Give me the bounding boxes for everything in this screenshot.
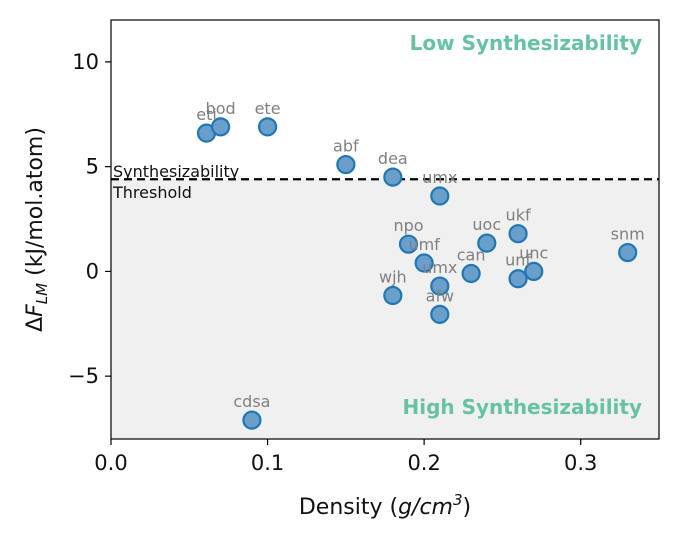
y-tick-label: 10 — [72, 50, 99, 74]
data-point-uoc — [477, 233, 497, 253]
y-tick-label: −5 — [68, 364, 99, 388]
y-tick-label: 5 — [86, 155, 99, 179]
data-point-label: eti — [196, 105, 217, 124]
data-point-label: umx — [422, 168, 457, 187]
data-point-label: cdsa — [233, 392, 270, 411]
x-axis-label: Density (g/cm3) — [299, 491, 471, 520]
y-axis-label: ΔFLM (kJ/mol.atom) — [23, 127, 51, 332]
data-point-ete — [257, 117, 278, 137]
y-axis-label-symbol: F — [23, 304, 48, 317]
data-point-label: snm — [611, 225, 645, 244]
x-tick-label: 0.1 — [251, 451, 284, 475]
data-point-label: npo — [393, 216, 423, 235]
region-top-label: Low Synthesizability — [410, 31, 642, 55]
data-point-unf — [508, 269, 528, 289]
threshold-label-line2: Threshold — [112, 183, 192, 202]
data-point-wjh — [383, 285, 403, 306]
data-point-label: can — [457, 245, 486, 264]
data-point-label: dea — [378, 149, 408, 168]
x-tick-label: 0.2 — [407, 451, 440, 475]
data-point-label: unc — [519, 243, 548, 262]
y-axis-label-units: (kJ/mol.atom) — [23, 127, 48, 283]
data-point-umx — [430, 276, 450, 296]
y-axis-label-delta: Δ — [23, 317, 48, 332]
data-point-ukf — [508, 224, 528, 244]
data-point-abf — [336, 154, 356, 175]
x-axis-label-unit: g/cm — [398, 495, 453, 520]
data-point-unc — [524, 261, 544, 281]
data-point-snm — [618, 242, 638, 263]
data-point-label: umf — [408, 235, 440, 254]
data-point-umx — [430, 186, 450, 206]
y-tick-label: 0 — [86, 259, 99, 283]
data-point-dea — [383, 167, 403, 187]
x-tick-label: 0.0 — [94, 451, 127, 475]
data-point-label: bod — [206, 99, 236, 118]
data-point-afw — [430, 304, 450, 324]
data-point-label: ukf — [506, 206, 531, 225]
data-point-bod — [211, 117, 231, 137]
data-point-can — [461, 263, 481, 284]
x-axis-label-main: Density ( — [299, 495, 398, 520]
data-point-label: unf — [505, 251, 531, 270]
region-bottom-label: High Synthesizability — [402, 395, 642, 419]
data-point-label: umx — [422, 258, 457, 277]
x-axis-label-exponent: 3 — [453, 491, 463, 509]
threshold-label-line1: Synthesizability — [113, 162, 239, 181]
data-point-label: wjh — [379, 267, 407, 286]
data-point-umf — [414, 253, 434, 273]
data-point-label: afw — [426, 286, 454, 305]
data-point-npo — [398, 234, 419, 254]
data-point-label: uoc — [472, 215, 501, 234]
data-point-label: abf — [333, 137, 359, 156]
x-axis-label-close: ) — [463, 495, 472, 520]
high-synthesizability-region — [111, 179, 659, 439]
plot-frame — [110, 19, 660, 440]
data-point-label: ete — [255, 99, 281, 118]
x-tick-label: 0.3 — [564, 451, 597, 475]
axis-ticks: 0.0 0.1 0.2 0.3 10 5 0 −5 — [68, 50, 597, 475]
data-point-cdsa — [242, 410, 262, 430]
y-axis-label-subscript: LM — [33, 283, 51, 304]
